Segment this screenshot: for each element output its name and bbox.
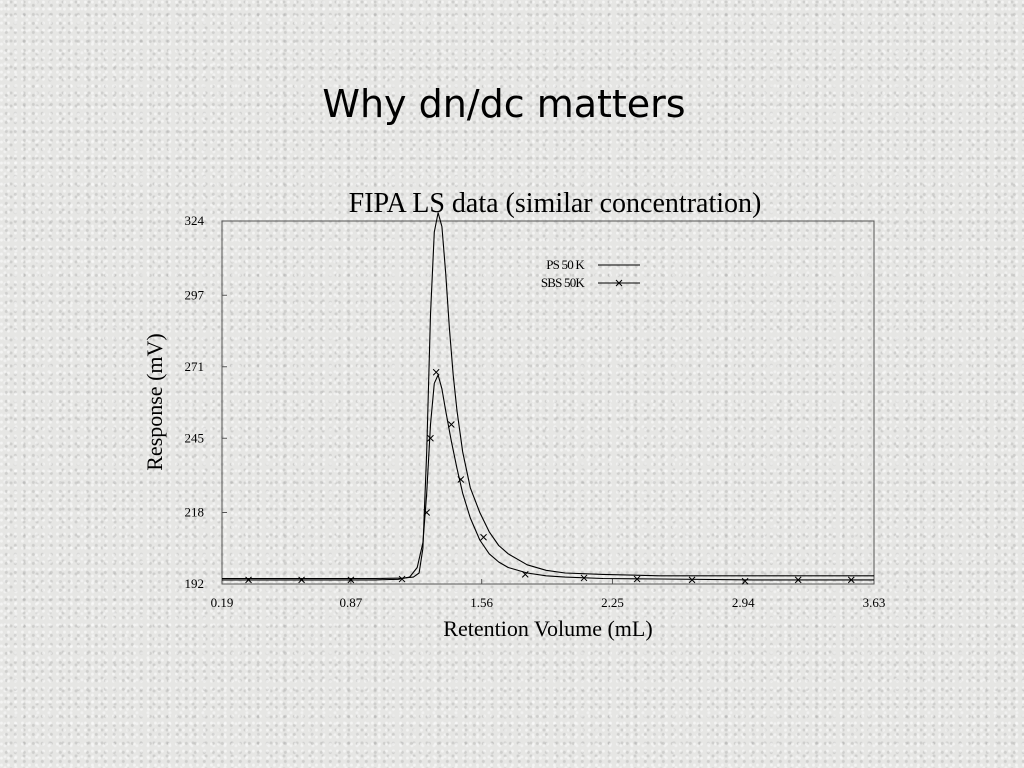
chart-title: FIPA LS data (similar concentration) xyxy=(349,188,762,219)
legend-marker-sbs-50k xyxy=(615,279,623,287)
x-tick-label: 2.25 xyxy=(601,595,624,610)
y-tick-label: 271 xyxy=(185,359,205,374)
data-point-marker xyxy=(847,576,855,584)
data-point-marker xyxy=(457,476,465,483)
data-point-marker xyxy=(521,571,529,578)
data-point-marker xyxy=(347,576,355,584)
data-point-marker xyxy=(245,576,252,584)
plot-area xyxy=(221,220,875,585)
data-point-marker xyxy=(398,575,406,583)
x-tick-label: 1.56 xyxy=(470,595,493,610)
data-point-marker xyxy=(423,509,431,516)
legend: PS 50 K SBS 50K xyxy=(541,257,640,290)
y-tick-label: 218 xyxy=(185,505,205,520)
y-tick-label: 297 xyxy=(185,287,205,302)
data-point-marker xyxy=(633,575,641,583)
data-point-marker xyxy=(580,574,588,582)
series-line-sbs-50k xyxy=(222,374,874,581)
series-layer xyxy=(222,212,874,585)
data-point-marker xyxy=(447,421,455,428)
data-point-marker xyxy=(427,434,434,442)
series-line-ps-50-k xyxy=(222,212,874,580)
x-tick-label: 0.19 xyxy=(211,595,234,610)
legend-label-sbs-50k: SBS 50K xyxy=(541,275,586,290)
data-point-marker xyxy=(432,368,440,376)
y-tick-label: 245 xyxy=(185,430,205,445)
data-point-marker xyxy=(688,576,696,584)
data-point-marker xyxy=(480,533,487,541)
y-tick-label: 324 xyxy=(185,213,205,228)
y-axis: 192 218 245 271 297 324 xyxy=(185,213,227,591)
x-axis: 0.19 0.87 1.56 2.25 2.94 3.63 xyxy=(211,579,886,610)
y-axis-label: Response (mV) xyxy=(142,333,167,470)
x-tick-label: 3.63 xyxy=(863,595,886,610)
data-point-marker xyxy=(741,577,749,585)
x-axis-label: Retention Volume (mL) xyxy=(443,616,652,641)
x-tick-label: 0.87 xyxy=(340,595,363,610)
data-point-marker xyxy=(298,576,305,584)
y-tick-label: 192 xyxy=(185,576,205,591)
data-point-marker xyxy=(794,576,802,584)
legend-label-ps-50k: PS 50 K xyxy=(546,257,585,272)
x-tick-label: 2.94 xyxy=(732,595,755,610)
slide-title: Why dn/dc matters xyxy=(322,82,686,126)
